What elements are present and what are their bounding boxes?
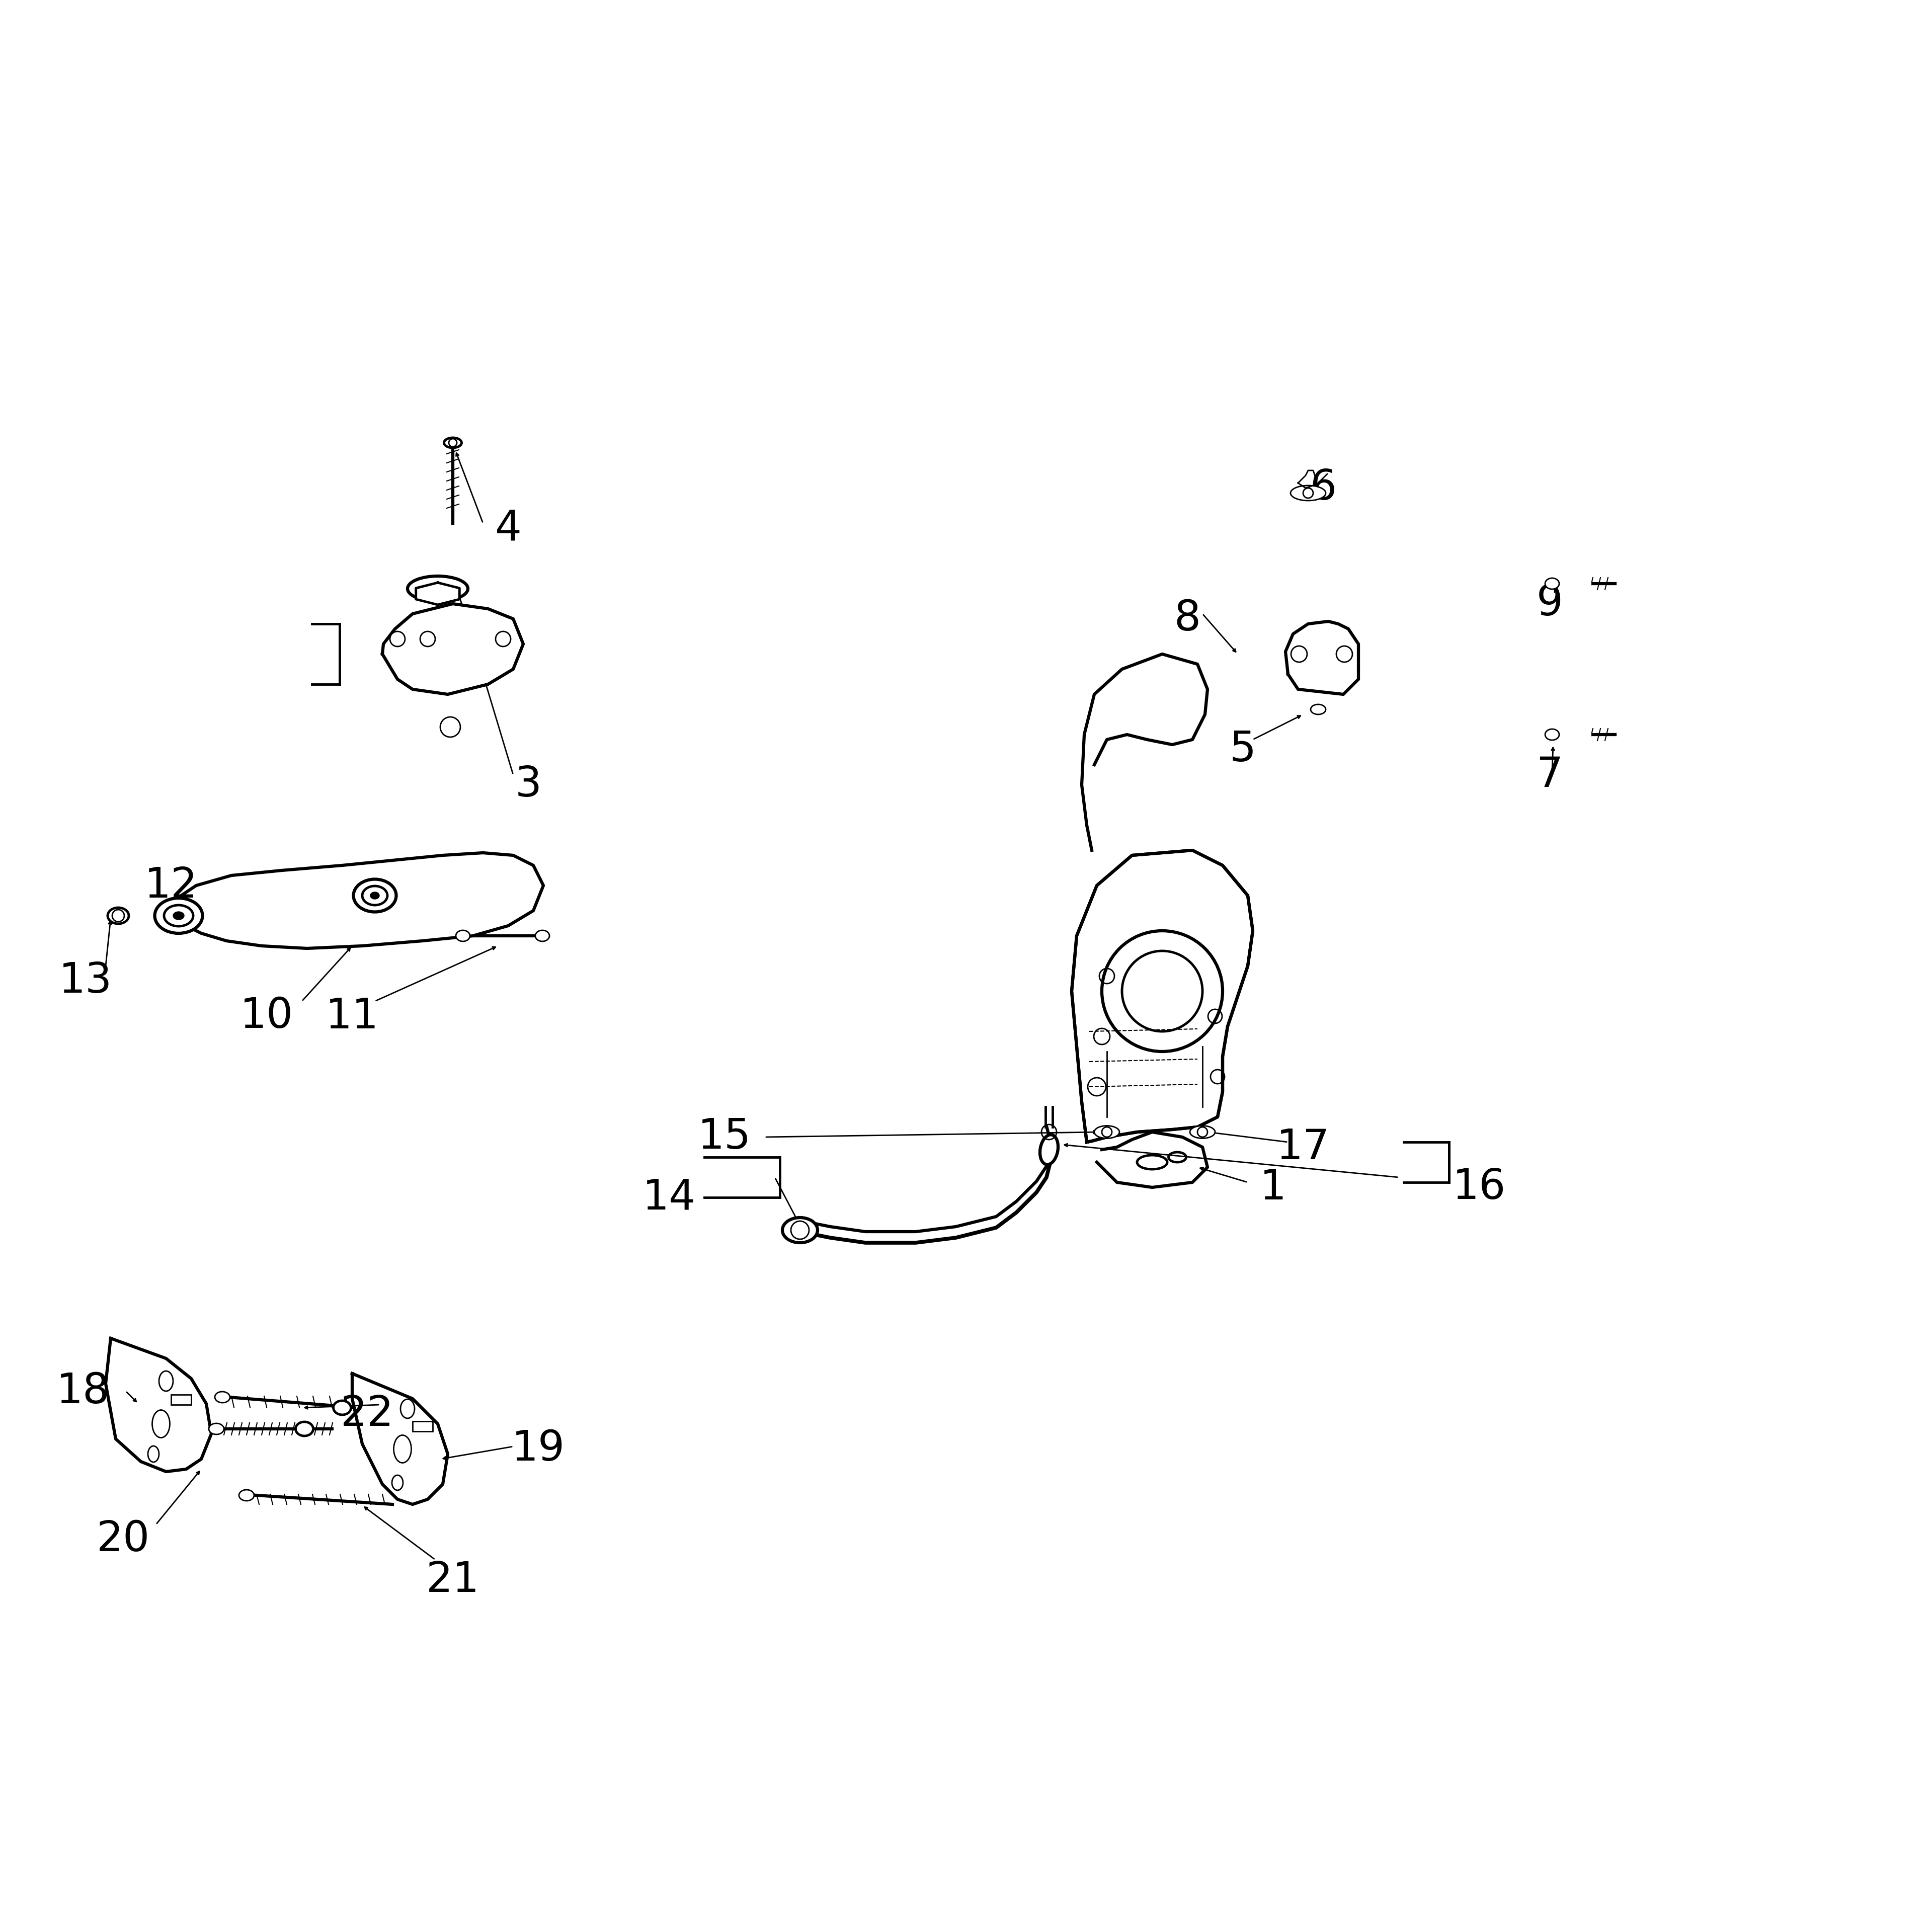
Ellipse shape <box>1190 1126 1215 1138</box>
Ellipse shape <box>400 1399 415 1418</box>
Ellipse shape <box>408 576 468 601</box>
Ellipse shape <box>1039 1134 1059 1165</box>
Ellipse shape <box>158 1372 174 1391</box>
Polygon shape <box>352 1374 448 1505</box>
Bar <box>172 1395 191 1405</box>
Ellipse shape <box>149 1445 158 1463</box>
Polygon shape <box>383 603 524 694</box>
Ellipse shape <box>164 904 193 925</box>
Bar <box>413 1422 433 1432</box>
Ellipse shape <box>1094 1126 1119 1138</box>
Bar <box>1248 413 1590 755</box>
Ellipse shape <box>394 1435 412 1463</box>
Ellipse shape <box>535 931 549 941</box>
Ellipse shape <box>214 1391 230 1403</box>
Text: 18: 18 <box>56 1372 110 1412</box>
Text: 20: 20 <box>97 1519 151 1559</box>
Ellipse shape <box>1291 485 1325 500</box>
Ellipse shape <box>108 908 129 923</box>
Circle shape <box>1337 645 1352 663</box>
Text: 7: 7 <box>1536 753 1563 796</box>
Circle shape <box>390 632 406 647</box>
Ellipse shape <box>444 439 462 448</box>
Polygon shape <box>415 583 460 605</box>
Text: 21: 21 <box>427 1559 479 1600</box>
Ellipse shape <box>296 1422 313 1435</box>
Text: 3: 3 <box>516 765 541 806</box>
Bar <box>342 527 655 819</box>
Ellipse shape <box>1546 578 1559 589</box>
Polygon shape <box>1072 850 1252 1142</box>
Ellipse shape <box>209 1424 224 1434</box>
Bar <box>413 1422 433 1432</box>
Text: 1: 1 <box>1260 1167 1287 1208</box>
Text: 19: 19 <box>512 1428 564 1470</box>
Polygon shape <box>106 1339 211 1472</box>
Text: 17: 17 <box>1277 1126 1329 1167</box>
Text: 9: 9 <box>1536 583 1563 624</box>
Text: 10: 10 <box>240 995 294 1037</box>
Ellipse shape <box>354 879 396 912</box>
Ellipse shape <box>782 1217 817 1242</box>
Ellipse shape <box>155 898 203 933</box>
Ellipse shape <box>153 1410 170 1437</box>
Text: 12: 12 <box>145 866 197 906</box>
Ellipse shape <box>371 893 379 898</box>
Text: 6: 6 <box>1310 468 1337 508</box>
Circle shape <box>440 717 460 738</box>
Bar <box>172 1395 191 1405</box>
Ellipse shape <box>363 887 388 904</box>
Text: 15: 15 <box>697 1117 752 1157</box>
Ellipse shape <box>240 1490 255 1501</box>
Text: 5: 5 <box>1229 728 1256 771</box>
Text: 4: 4 <box>495 508 522 549</box>
Polygon shape <box>172 852 543 949</box>
Ellipse shape <box>392 1476 404 1490</box>
Text: 8: 8 <box>1175 599 1202 639</box>
Text: 2: 2 <box>400 624 425 665</box>
Text: 14: 14 <box>643 1177 696 1217</box>
Text: 16: 16 <box>1453 1167 1505 1208</box>
Ellipse shape <box>456 931 469 941</box>
Polygon shape <box>1285 622 1358 694</box>
Circle shape <box>419 632 435 647</box>
Text: 11: 11 <box>325 995 379 1037</box>
Ellipse shape <box>334 1401 352 1414</box>
Circle shape <box>497 632 510 647</box>
Text: 13: 13 <box>58 960 112 1001</box>
Ellipse shape <box>1310 705 1325 715</box>
Text: 22: 22 <box>340 1393 394 1434</box>
Ellipse shape <box>174 912 184 920</box>
Ellipse shape <box>1546 728 1559 740</box>
Circle shape <box>1291 645 1308 663</box>
